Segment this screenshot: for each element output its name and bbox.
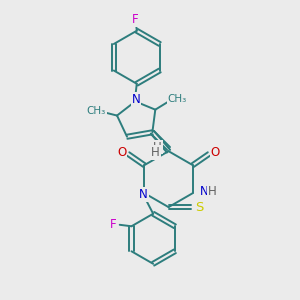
Text: S: S (195, 201, 203, 214)
Text: O: O (211, 146, 220, 159)
Text: N: N (200, 185, 208, 198)
Text: H: H (151, 146, 160, 159)
Text: F: F (132, 13, 139, 26)
Text: F: F (110, 218, 116, 231)
Text: N: N (131, 93, 140, 106)
Text: CH₃: CH₃ (87, 106, 106, 116)
Text: N: N (140, 188, 148, 201)
Text: O: O (117, 146, 126, 159)
Text: CH₃: CH₃ (167, 94, 187, 104)
Text: H: H (153, 141, 162, 154)
Text: H: H (208, 185, 217, 198)
